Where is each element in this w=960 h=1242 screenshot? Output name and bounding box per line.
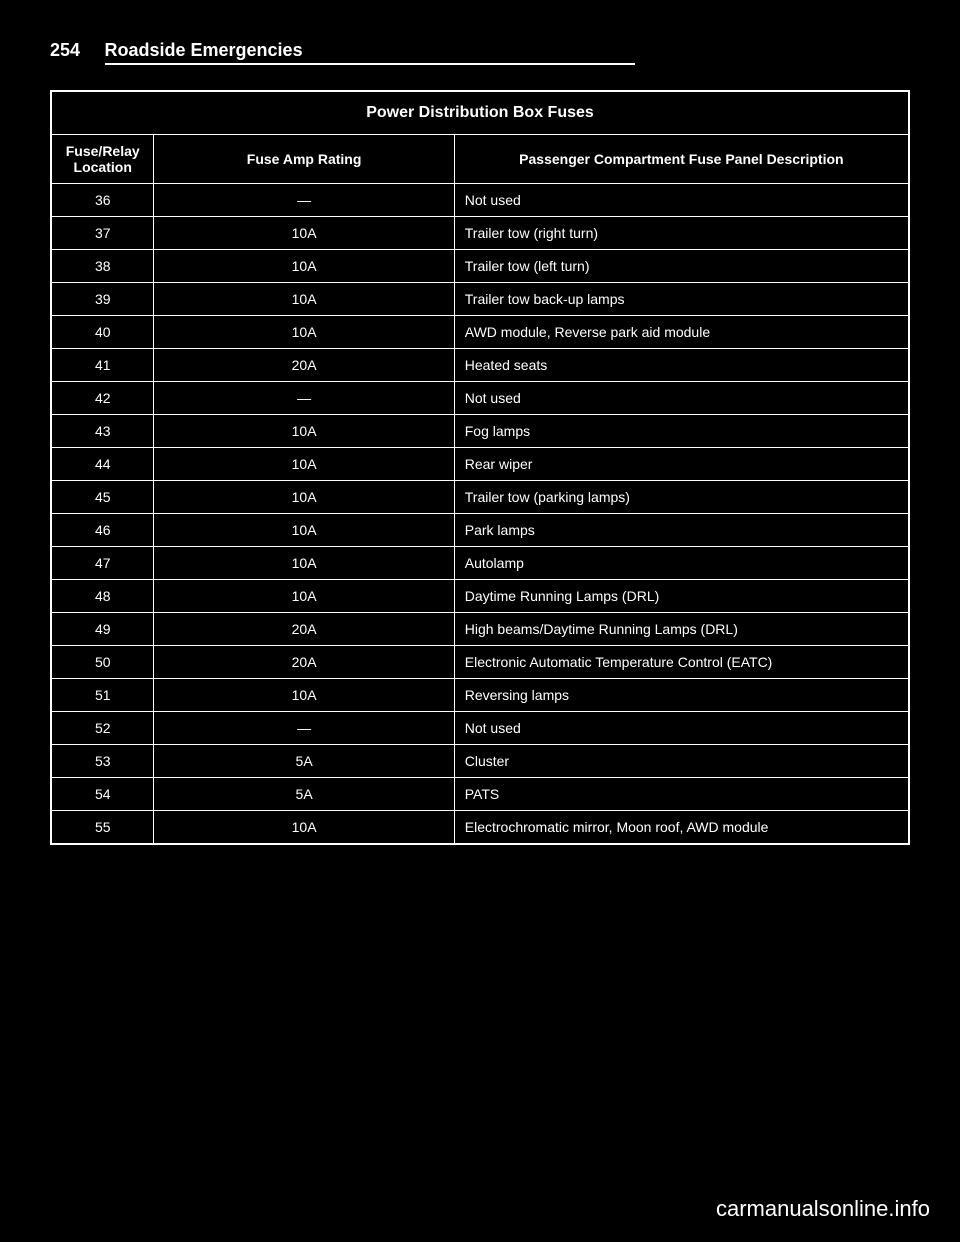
cell-description: Electronic Automatic Temperature Control… [454, 646, 909, 679]
table-row: 4810ADaytime Running Lamps (DRL) [51, 580, 909, 613]
table-title: Power Distribution Box Fuses [51, 91, 909, 135]
cell-location: 46 [51, 514, 154, 547]
cell-description: PATS [454, 778, 909, 811]
cell-rating: 5A [154, 778, 454, 811]
cell-rating: — [154, 382, 454, 415]
table-row: 42—Not used [51, 382, 909, 415]
cell-rating: 20A [154, 349, 454, 382]
cell-rating: 10A [154, 811, 454, 845]
column-header-rating: Fuse Amp Rating [154, 135, 454, 184]
cell-rating: 10A [154, 217, 454, 250]
cell-description: Trailer tow (parking lamps) [454, 481, 909, 514]
cell-description: High beams/Daytime Running Lamps (DRL) [454, 613, 909, 646]
cell-location: 55 [51, 811, 154, 845]
table-title-row: Power Distribution Box Fuses [51, 91, 909, 135]
table-body: 36—Not used3710ATrailer tow (right turn)… [51, 184, 909, 845]
cell-rating: 10A [154, 448, 454, 481]
page-header: 254 Roadside Emergencies [50, 40, 910, 65]
table-row: 4710AAutolamp [51, 547, 909, 580]
table-row: 5110AReversing lamps [51, 679, 909, 712]
table-row: 4920AHigh beams/Daytime Running Lamps (D… [51, 613, 909, 646]
table-row: 535ACluster [51, 745, 909, 778]
cell-rating: 10A [154, 415, 454, 448]
cell-description: Not used [454, 184, 909, 217]
cell-location: 40 [51, 316, 154, 349]
cell-location: 51 [51, 679, 154, 712]
table-row: 545APATS [51, 778, 909, 811]
cell-location: 42 [51, 382, 154, 415]
cell-description: AWD module, Reverse park aid module [454, 316, 909, 349]
table-row: 4010AAWD module, Reverse park aid module [51, 316, 909, 349]
cell-rating: 10A [154, 679, 454, 712]
column-header-location: Fuse/Relay Location [51, 135, 154, 184]
table-row: 52—Not used [51, 712, 909, 745]
cell-rating: — [154, 184, 454, 217]
cell-description: Trailer tow (left turn) [454, 250, 909, 283]
cell-description: Trailer tow (right turn) [454, 217, 909, 250]
cell-description: Daytime Running Lamps (DRL) [454, 580, 909, 613]
cell-description: Rear wiper [454, 448, 909, 481]
page-number: 254 [50, 40, 80, 61]
cell-description: Not used [454, 382, 909, 415]
cell-description: Electrochromatic mirror, Moon roof, AWD … [454, 811, 909, 845]
cell-rating: 10A [154, 481, 454, 514]
cell-location: 41 [51, 349, 154, 382]
cell-location: 54 [51, 778, 154, 811]
cell-location: 52 [51, 712, 154, 745]
cell-description: Reversing lamps [454, 679, 909, 712]
cell-location: 36 [51, 184, 154, 217]
table-row: 4610APark lamps [51, 514, 909, 547]
table-row: 4410ARear wiper [51, 448, 909, 481]
cell-location: 45 [51, 481, 154, 514]
cell-location: 48 [51, 580, 154, 613]
table-row: 4510ATrailer tow (parking lamps) [51, 481, 909, 514]
fuses-table: Power Distribution Box Fuses Fuse/Relay … [50, 90, 910, 845]
table-header-row: Fuse/Relay Location Fuse Amp Rating Pass… [51, 135, 909, 184]
chapter-title: Roadside Emergencies [105, 40, 635, 65]
cell-description: Not used [454, 712, 909, 745]
cell-location: 37 [51, 217, 154, 250]
cell-location: 38 [51, 250, 154, 283]
cell-rating: 10A [154, 250, 454, 283]
column-header-description: Passenger Compartment Fuse Panel Descrip… [454, 135, 909, 184]
cell-rating: 5A [154, 745, 454, 778]
table-row: 5510AElectrochromatic mirror, Moon roof,… [51, 811, 909, 845]
cell-location: 44 [51, 448, 154, 481]
table-row: 3910ATrailer tow back-up lamps [51, 283, 909, 316]
cell-description: Park lamps [454, 514, 909, 547]
table-row: 4310AFog lamps [51, 415, 909, 448]
cell-description: Autolamp [454, 547, 909, 580]
cell-rating: 10A [154, 316, 454, 349]
cell-location: 47 [51, 547, 154, 580]
cell-location: 39 [51, 283, 154, 316]
cell-location: 50 [51, 646, 154, 679]
cell-description: Cluster [454, 745, 909, 778]
cell-location: 53 [51, 745, 154, 778]
cell-location: 49 [51, 613, 154, 646]
table-row: 5020AElectronic Automatic Temperature Co… [51, 646, 909, 679]
cell-rating: 10A [154, 580, 454, 613]
cell-rating: 10A [154, 283, 454, 316]
watermark: carmanualsonline.info [716, 1196, 930, 1222]
table-row: 3810ATrailer tow (left turn) [51, 250, 909, 283]
cell-rating: 10A [154, 547, 454, 580]
cell-rating: 20A [154, 613, 454, 646]
table-row: 3710ATrailer tow (right turn) [51, 217, 909, 250]
cell-description: Trailer tow back-up lamps [454, 283, 909, 316]
table-row: 36—Not used [51, 184, 909, 217]
cell-description: Fog lamps [454, 415, 909, 448]
cell-rating: 20A [154, 646, 454, 679]
table-row: 4120AHeated seats [51, 349, 909, 382]
cell-location: 43 [51, 415, 154, 448]
cell-rating: 10A [154, 514, 454, 547]
cell-description: Heated seats [454, 349, 909, 382]
cell-rating: — [154, 712, 454, 745]
